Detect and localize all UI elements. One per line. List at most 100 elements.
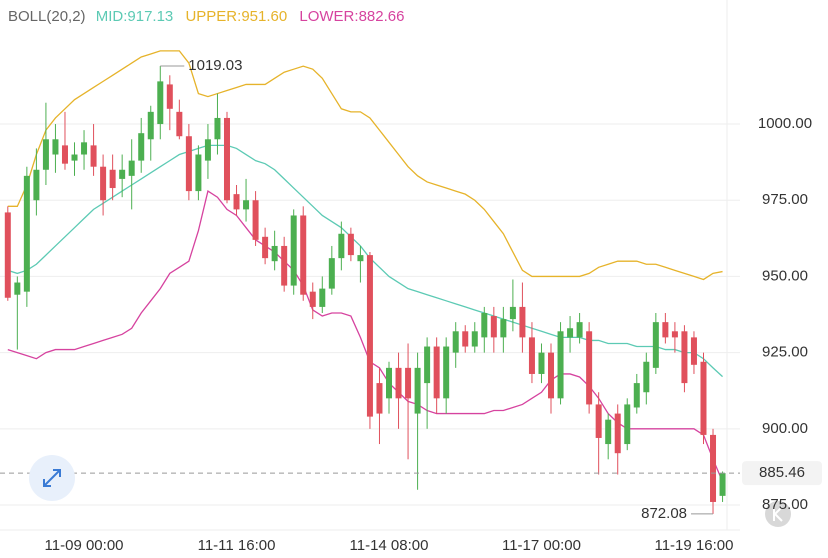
candle-body <box>424 346 431 384</box>
candle-body <box>595 404 602 438</box>
x-tick-label: 11-19 16:00 <box>654 537 733 554</box>
candle-body <box>4 212 11 298</box>
candle-body <box>128 160 135 176</box>
candle-body <box>490 316 497 338</box>
candle-body <box>338 233 345 259</box>
candle-body <box>100 166 107 201</box>
candle-body <box>481 313 488 338</box>
candle-body <box>157 81 164 125</box>
x-tick-label: 11-14 08:00 <box>350 537 429 554</box>
legend-value: 951.60 <box>241 8 287 25</box>
y-tick-label: 900.00 <box>762 420 808 437</box>
band-line <box>7 50 723 281</box>
legend-name: LOWER: <box>299 8 358 25</box>
candle-body <box>395 367 402 399</box>
candle-body <box>71 154 78 161</box>
band-line <box>7 190 724 482</box>
candle-body <box>376 383 383 414</box>
candle-body <box>252 200 259 240</box>
candle-body <box>214 117 221 140</box>
candle-body <box>147 111 154 140</box>
max-label: 1019.03 <box>188 57 242 74</box>
candle-body <box>405 367 412 399</box>
y-tick-label: 950.00 <box>762 267 808 284</box>
candle-body <box>223 117 230 201</box>
candle-body <box>176 111 183 137</box>
candle-body <box>452 331 459 353</box>
kline-circle[interactable] <box>765 501 791 527</box>
candle-body <box>109 169 116 189</box>
candle-body <box>519 306 526 338</box>
candle-body <box>52 139 59 155</box>
y-tick-label: 1000.00 <box>758 115 812 132</box>
candle-body <box>509 306 516 320</box>
candle-body <box>347 233 354 256</box>
legend-name: MID: <box>96 8 128 25</box>
x-tick-label: 11-17 00:00 <box>502 537 581 554</box>
candle-body <box>23 175 30 292</box>
legend-upper: UPPER:951.60 <box>185 8 287 25</box>
candle-body <box>166 84 173 109</box>
candle-body <box>557 331 564 399</box>
expand-button[interactable] <box>29 455 75 501</box>
candle-body <box>643 361 650 393</box>
candle-body <box>366 255 373 417</box>
candle-body <box>605 419 612 445</box>
candle-body <box>328 258 335 289</box>
candle-body <box>719 473 726 496</box>
legend-mid: MID:917.13 <box>96 8 174 25</box>
expand-icon[interactable] <box>43 469 61 487</box>
candle-body <box>443 346 450 399</box>
candle-body <box>671 331 678 338</box>
kline-button[interactable] <box>765 501 791 527</box>
x-tick-label: 11-09 00:00 <box>45 537 124 554</box>
candle-body <box>61 145 68 164</box>
candle-body <box>624 404 631 445</box>
candle-body <box>290 215 297 286</box>
candle-body <box>138 133 145 161</box>
candle-body <box>386 367 392 399</box>
candle-body <box>195 154 202 192</box>
min-label: 872.08 <box>641 505 687 522</box>
candle-body <box>462 331 469 347</box>
candle-body <box>538 352 545 374</box>
candle-body <box>243 200 250 210</box>
candle-body <box>414 367 421 414</box>
y-tick-label: 975.00 <box>762 191 808 208</box>
candle-body <box>710 434 717 502</box>
current-price-label: 885.46 <box>759 464 805 481</box>
candle-body <box>81 142 88 155</box>
plot <box>0 50 740 515</box>
candle-body <box>281 245 288 286</box>
candle-body <box>262 236 269 259</box>
current-price-box <box>742 461 822 486</box>
indicator-name: BOLL(20,2) <box>8 8 86 25</box>
band-line <box>7 144 723 378</box>
candle-body <box>204 139 211 161</box>
candle-body <box>567 328 574 338</box>
legend-value: 882.66 <box>359 8 405 25</box>
candle-body <box>119 169 126 179</box>
x-tick-label: 11-11 16:00 <box>198 537 276 554</box>
candle-body <box>433 346 440 399</box>
kline-icon[interactable] <box>773 506 783 522</box>
candle-body <box>14 282 21 295</box>
y-tick-label: 925.00 <box>762 344 808 361</box>
candle-body <box>500 319 507 338</box>
legend-lower: LOWER:882.66 <box>299 8 404 25</box>
legend: BOLL(20,2) MID:917.13 UPPER:951.60 LOWER… <box>8 8 404 25</box>
candle-body <box>662 322 669 338</box>
candle-body <box>300 215 307 295</box>
candle-body <box>33 169 40 201</box>
candle-body <box>681 331 688 384</box>
candle-body <box>528 337 535 374</box>
candle-body <box>700 361 707 435</box>
candle-body <box>42 139 49 170</box>
candle-body <box>614 413 621 454</box>
candle-body <box>271 245 278 262</box>
candle-body <box>319 288 326 307</box>
candle-body <box>233 194 240 210</box>
candle-body <box>471 331 478 347</box>
